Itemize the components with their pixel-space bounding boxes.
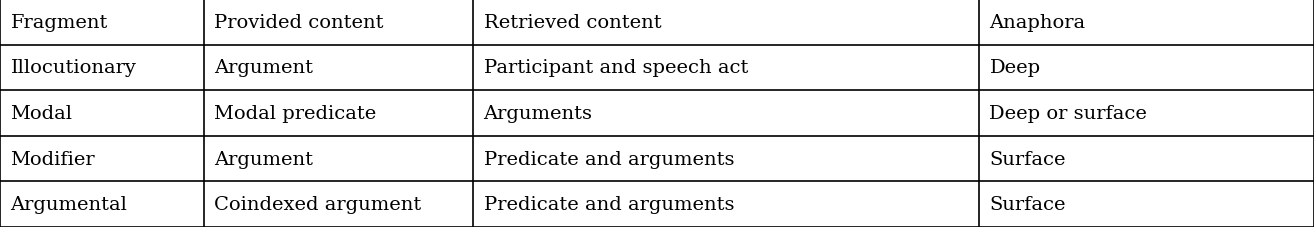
Text: Predicate and arguments: Predicate and arguments [484, 195, 735, 213]
Text: Predicate and arguments: Predicate and arguments [484, 150, 735, 168]
Text: Retrieved content: Retrieved content [484, 14, 661, 32]
Text: Deep: Deep [989, 59, 1041, 77]
Text: Anaphora: Anaphora [989, 14, 1085, 32]
Text: Participant and speech act: Participant and speech act [484, 59, 748, 77]
Text: Surface: Surface [989, 195, 1066, 213]
Text: Modifier: Modifier [11, 150, 95, 168]
Text: Illocutionary: Illocutionary [11, 59, 137, 77]
Text: Coindexed argument: Coindexed argument [214, 195, 422, 213]
Text: Arguments: Arguments [484, 105, 593, 122]
Text: Provided content: Provided content [214, 14, 384, 32]
Text: Argument: Argument [214, 59, 313, 77]
Text: Modal predicate: Modal predicate [214, 105, 376, 122]
Text: Modal: Modal [11, 105, 72, 122]
Text: Fragment: Fragment [11, 14, 108, 32]
Text: Argument: Argument [214, 150, 313, 168]
Text: Surface: Surface [989, 150, 1066, 168]
Text: Deep or surface: Deep or surface [989, 105, 1147, 122]
Text: Argumental: Argumental [11, 195, 127, 213]
